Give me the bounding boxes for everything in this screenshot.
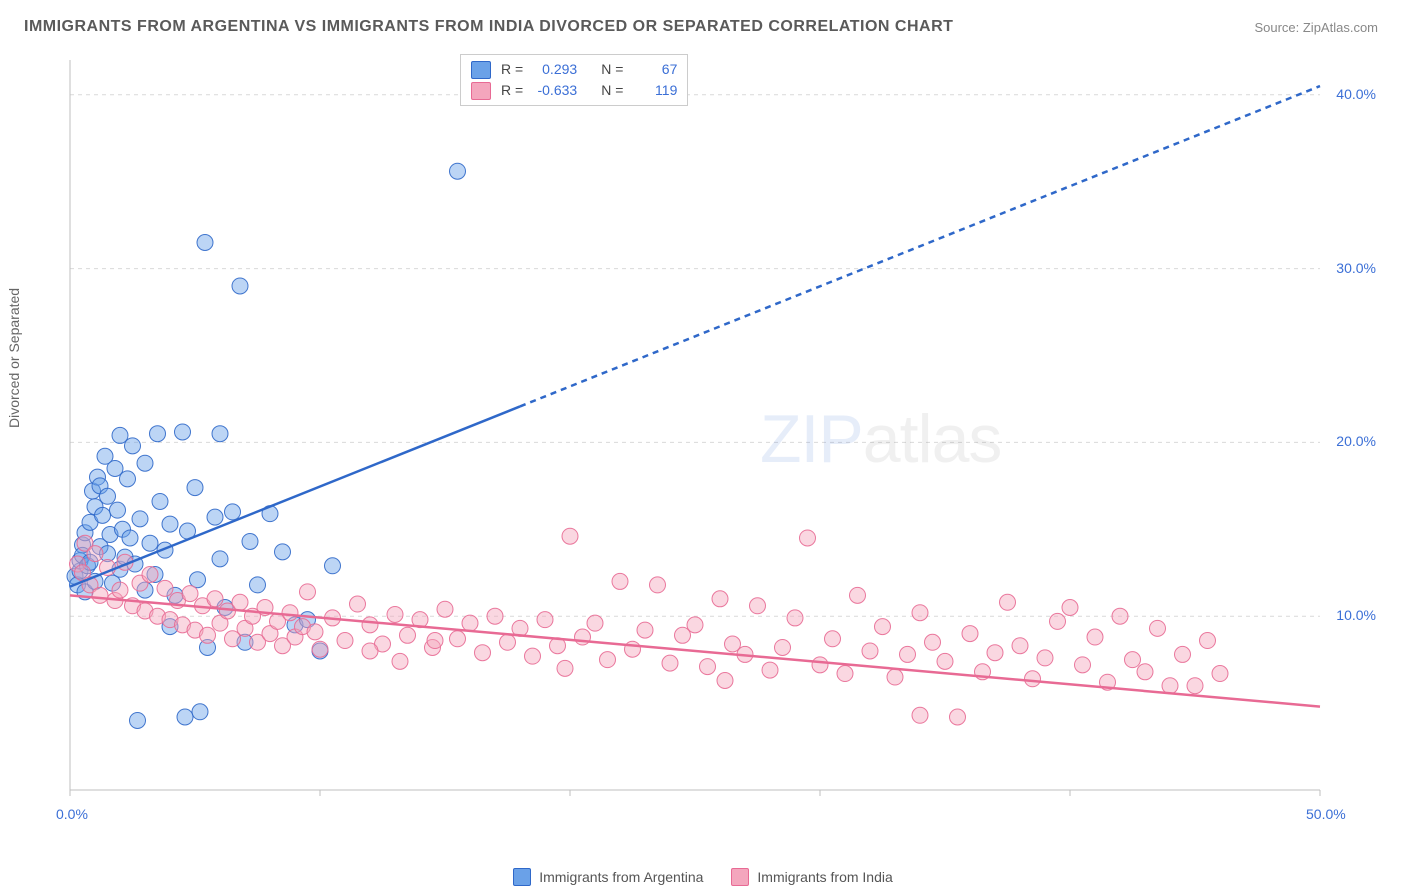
y-tick-30: 30.0%: [1336, 260, 1376, 276]
legend-label-argentina: Immigrants from Argentina: [539, 869, 703, 885]
x-tick-0: 0.0%: [56, 806, 88, 822]
y-tick-20: 20.0%: [1336, 433, 1376, 449]
scatter-plot: [60, 50, 1380, 830]
legend-swatch-india: [731, 868, 749, 886]
n-label: N =: [601, 59, 623, 80]
stats-legend-box: R = 0.293 N = 67 R = -0.633 N = 119: [460, 54, 688, 106]
swatch-argentina: [471, 61, 491, 79]
chart-title: IMMIGRANTS FROM ARGENTINA VS IMMIGRANTS …: [24, 18, 953, 36]
bottom-legend: Immigrants from Argentina Immigrants fro…: [0, 868, 1406, 886]
swatch-india: [471, 82, 491, 100]
legend-label-india: Immigrants from India: [757, 869, 892, 885]
x-tick-50: 50.0%: [1306, 806, 1346, 822]
source-attribution: Source: ZipAtlas.com: [1254, 20, 1378, 35]
stats-row-india: R = -0.633 N = 119: [471, 80, 677, 101]
legend-item-india: Immigrants from India: [731, 868, 892, 886]
y-axis-label: Divorced or Separated: [6, 288, 22, 428]
n-value-argentina: 67: [629, 59, 677, 80]
r-value-india: -0.633: [529, 80, 577, 101]
y-tick-10: 10.0%: [1336, 607, 1376, 623]
y-tick-40: 40.0%: [1336, 86, 1376, 102]
chart-area: [60, 50, 1380, 830]
n-value-india: 119: [629, 80, 677, 101]
r-value-argentina: 0.293: [529, 59, 577, 80]
r-label: R =: [501, 59, 523, 80]
legend-item-argentina: Immigrants from Argentina: [513, 868, 703, 886]
n-label: N =: [601, 80, 623, 101]
stats-row-argentina: R = 0.293 N = 67: [471, 59, 677, 80]
legend-swatch-argentina: [513, 868, 531, 886]
r-label: R =: [501, 80, 523, 101]
